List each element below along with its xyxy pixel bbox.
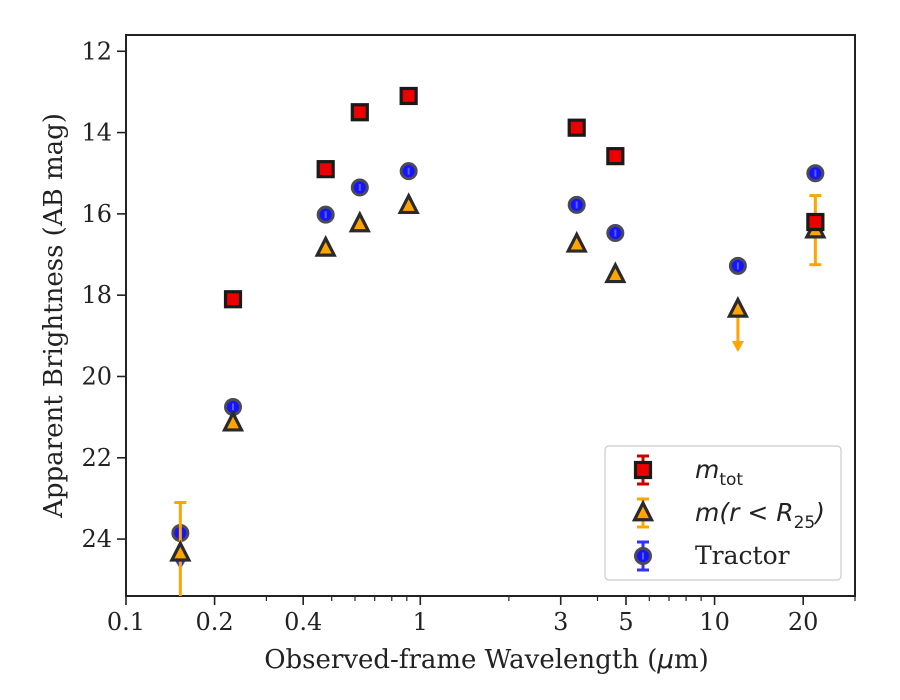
- data-point-r25: [604, 261, 627, 284]
- legend-label-base: m: [695, 455, 719, 484]
- legend-label-sub: 25: [794, 513, 816, 533]
- legend-box: [604, 445, 842, 581]
- upper-limit-arrow-head: [731, 341, 744, 353]
- x-axis-label: Observed-frame Wavelength (μm): [264, 645, 709, 675]
- data-point-mtot: [806, 212, 825, 232]
- y-axis-label: Apparent Brightness (AB mag): [39, 113, 69, 519]
- data-point-r25: [221, 409, 245, 432]
- x-tick-label: 20: [788, 608, 819, 636]
- data-point-mtot: [223, 290, 243, 309]
- data-point-mtot: [399, 86, 418, 106]
- x-axis-label-part: Observed-frame Wavelength (: [264, 645, 657, 675]
- data-point-mtot: [567, 118, 586, 137]
- data-point-r25: [348, 210, 371, 233]
- data-point-mtot: [606, 147, 625, 166]
- x-tick-label: 3: [553, 608, 568, 636]
- data-point-tractor: [728, 256, 747, 275]
- legend-marker-r25: [631, 499, 655, 522]
- legend-label-base: Tractor: [695, 541, 790, 570]
- legend-label-sub: tot: [719, 470, 743, 490]
- data-point-tractor: [606, 223, 625, 242]
- data-point-tractor: [806, 164, 825, 183]
- x-tick-label: 0.2: [196, 608, 234, 636]
- legend: mtot m(r < R25) Tractor: [604, 445, 842, 581]
- data-point-r25: [726, 295, 750, 318]
- legend-marker-tractor: [634, 547, 652, 565]
- y-tick-label: 20: [81, 362, 112, 390]
- legend-entry-mtot: mtot: [633, 454, 743, 490]
- legend-entry-tractor: Tractor: [634, 540, 790, 572]
- data-point-r25: [565, 230, 588, 253]
- y-tick-label: 18: [81, 281, 112, 309]
- x-axis-label-mu: μ: [656, 645, 674, 675]
- series-tractor: [171, 162, 825, 570]
- x-axis-label-part: m): [674, 645, 709, 675]
- x-tick-label: 0.4: [284, 608, 322, 636]
- legend-entry-r25: m(r < R25): [631, 497, 825, 533]
- legend-marker-mtot: [633, 460, 653, 480]
- data-marks: [169, 86, 827, 596]
- legend-label-tail: ): [813, 498, 825, 527]
- plot-frame: [125, 34, 856, 597]
- data-point-mtot: [350, 103, 369, 122]
- legend-label-base: m(r < R: [695, 498, 794, 527]
- y-tick-label: 12: [81, 37, 112, 65]
- legend-label-tractor: Tractor: [695, 541, 790, 570]
- legend-label-mtot: mtot: [695, 455, 743, 490]
- data-point-tractor: [350, 178, 369, 197]
- x-tick-label: 10: [699, 608, 730, 636]
- x-tick-label: 0.1: [107, 608, 145, 636]
- data-point-tractor: [316, 205, 335, 224]
- x-tick-label: 1: [413, 608, 428, 636]
- data-point-r25: [169, 539, 192, 562]
- series-mtot: [223, 86, 825, 309]
- legend-label-r25: m(r < R25): [695, 498, 825, 533]
- y-tick-label: 16: [81, 200, 112, 228]
- y-tick-label: 14: [81, 119, 112, 147]
- y-tick-label: 22: [81, 444, 112, 472]
- data-point-tractor: [567, 195, 586, 214]
- data-point-tractor: [399, 162, 418, 181]
- data-point-mtot: [316, 160, 335, 179]
- x-tick-label: 5: [618, 608, 633, 636]
- y-tick-label: 24: [81, 525, 112, 553]
- data-point-r25: [397, 192, 420, 215]
- axes: 0.1 0.2 0.4 1 3 5 10 20 12 14 16 18 20 22 24 Observed-f…: [39, 34, 856, 675]
- data-point-r25: [314, 234, 337, 257]
